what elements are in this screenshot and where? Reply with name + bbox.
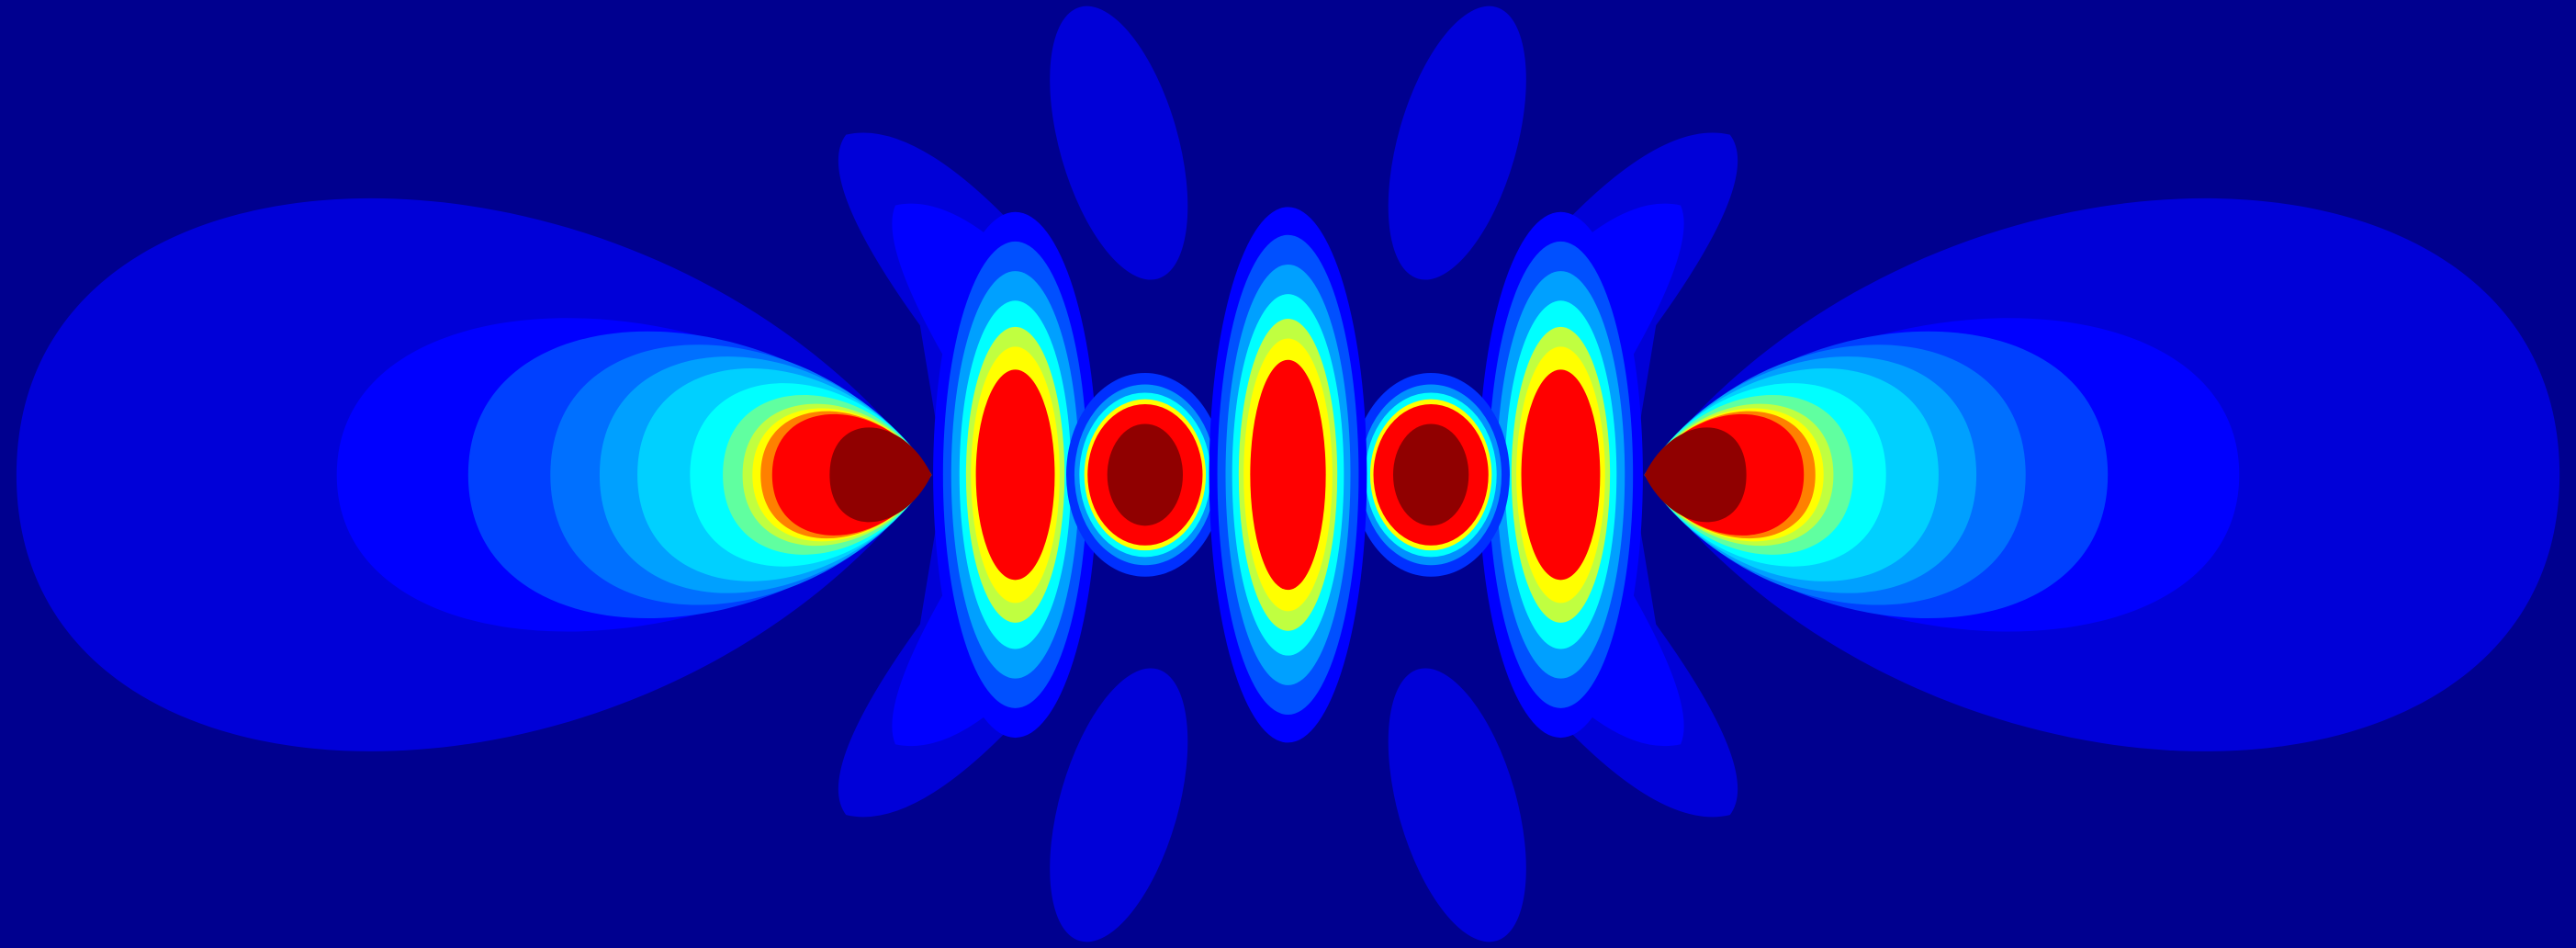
left-half xyxy=(16,6,1224,942)
lobe-contour xyxy=(1644,427,1747,523)
side-blob xyxy=(1050,6,1188,280)
side-blob xyxy=(1050,668,1188,942)
ring-lobe xyxy=(1392,423,1469,526)
right-half xyxy=(1352,6,2560,942)
center-column xyxy=(1209,207,1367,743)
side-blob xyxy=(1388,6,1526,280)
ring-lobe xyxy=(1107,423,1184,526)
vertical-lobe xyxy=(975,369,1055,581)
side-blob xyxy=(1388,668,1526,942)
center-lobe xyxy=(1250,359,1326,591)
lobe-contour xyxy=(829,427,932,523)
vertical-lobe xyxy=(1521,369,1601,581)
